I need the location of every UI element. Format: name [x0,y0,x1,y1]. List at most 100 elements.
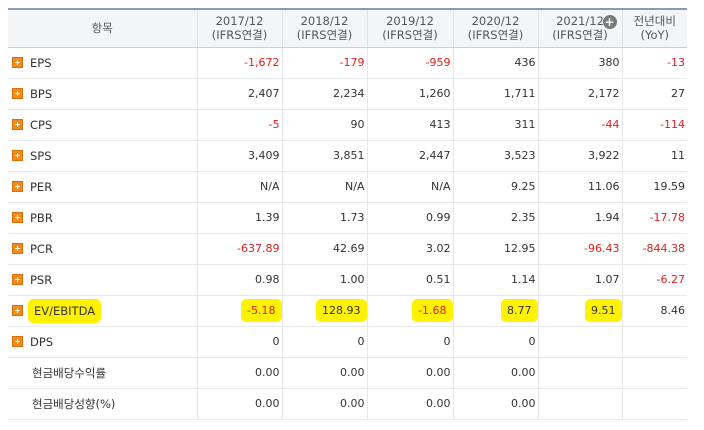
value-cell: N/A [196,171,282,203]
financial-ratio-table: 항목 2017/12 (IFRS연결) 2018/12 (IFRS연결) 201… [8,8,687,420]
cell-value: N/A [431,180,451,193]
value-cell: 3.02 [366,233,453,265]
value-cell: 0.00 [281,388,367,420]
value-cell: 0.00 [366,388,453,420]
cell-value: 90 [350,118,365,131]
expand-plus-icon[interactable] [12,243,23,254]
value-cell [537,388,622,420]
expand-plus-icon[interactable] [12,150,23,161]
value-cell: 3,409 [196,140,282,172]
row-label-cell: BPS [8,78,197,110]
expand-plus-icon[interactable] [12,274,23,285]
value-cell: -5 [196,109,282,141]
expand-plus-icon[interactable] [12,119,23,130]
cell-value: 0.99 [426,211,451,224]
value-cell: 1,260 [366,78,453,110]
table-row: BPS 2,407 2,234 1,260 1,711 2,172 27 [8,78,687,110]
value-cell: 0.00 [196,357,282,389]
row-label: PCR [30,241,53,256]
value-cell: N/A [281,171,367,203]
value-cell: 311 [452,109,538,141]
header-year-2019: 2019/12 (IFRS연결) [366,8,453,48]
cell-value: N/A [345,180,365,193]
cell-value: -44 [601,118,620,131]
value-cell: 0 [366,326,453,358]
table-row: EV/EBITDA -5.18 128.93 -1.68 8.77 9.51 8.46 [8,295,687,327]
value-cell: -959 [366,47,453,79]
row-label-cell: PER [8,171,197,203]
cell-value: 128.93 [318,301,365,320]
row-label: 현금배당수익률 [32,365,107,380]
value-cell: -114 [621,109,687,141]
row-label: 현금배당성향(%) [32,396,116,411]
cell-value: -179 [339,56,365,69]
row-label: DPS [30,334,54,349]
value-cell: -6.27 [621,264,687,296]
value-cell: -1,672 [196,47,282,79]
cell-value: 1,260 [419,87,451,100]
header-year-2018: 2018/12 (IFRS연결) [281,8,367,48]
table-row: CPS -5 90 413 311 -44 -114 [8,109,687,141]
table-header-row: 항목 2017/12 (IFRS연결) 2018/12 (IFRS연결) 201… [8,8,687,48]
value-cell: 0.99 [366,202,453,234]
value-cell: 8.77 [452,295,538,327]
cell-value: 413 [429,118,451,131]
cell-value: 27 [671,87,685,100]
value-cell: 1.00 [281,264,367,296]
cell-value: -637.89 [237,242,280,255]
cell-value: 1.94 [595,211,620,224]
value-cell: 1.14 [452,264,538,296]
plus-circle-icon[interactable]: + [602,15,617,29]
value-cell: 27 [621,78,687,110]
value-cell: 0.00 [366,357,453,389]
value-cell: 2,234 [281,78,367,110]
value-cell: 2.35 [452,202,538,234]
value-cell: 9.51 [537,295,622,327]
row-label-cell: EPS [8,47,197,79]
row-label-cell: PCR [8,233,197,265]
value-cell: -96.43 [537,233,622,265]
row-label-cell: DPS [8,326,197,358]
cell-value: 3,851 [333,149,365,162]
cell-value: -96.43 [584,242,620,255]
cell-value: N/A [260,180,280,193]
table-row: PCR -637.89 42.69 3.02 12.95 -96.43 -844.38 [8,233,687,265]
expand-plus-icon[interactable] [12,181,23,192]
table-row: 현금배당성향(%) 0.00 0.00 0.00 0.00 [8,388,687,420]
cell-value: -1,672 [244,56,280,69]
expand-plus-icon[interactable] [12,88,23,99]
cell-value: 0.00 [340,397,365,410]
table-row: SPS 3,409 3,851 2,447 3,523 3,922 11 [8,140,687,172]
cell-value: 9.51 [587,301,620,320]
value-cell [621,326,687,358]
value-cell: 380 [537,47,622,79]
value-cell: -1.68 [366,295,453,327]
value-cell: -844.38 [621,233,687,265]
cell-value: 0.00 [426,366,451,379]
cell-value: 2,407 [248,87,280,100]
cell-value: 1.14 [511,273,536,286]
table-row: PER N/A N/A N/A 9.25 11.06 19.59 [8,171,687,203]
cell-value: 42.69 [333,242,365,255]
value-cell: 0 [281,326,367,358]
cell-value: -17.78 [649,211,685,224]
value-cell: -13 [621,47,687,79]
cell-value: -5.18 [243,301,280,320]
table-row: DPS 0 0 0 0 [8,326,687,358]
expand-plus-icon[interactable] [12,212,23,223]
cell-value: 2.35 [511,211,536,224]
row-label: SPS [30,148,52,163]
cell-value: 1.07 [595,273,620,286]
cell-value: 1,711 [504,87,536,100]
cell-value: 19.59 [653,180,686,193]
value-cell: 0.00 [196,388,282,420]
cell-value: 3.02 [426,242,451,255]
cell-value: 0.00 [255,397,280,410]
row-label-cell: PSR [8,264,197,296]
value-cell: 3,851 [281,140,367,172]
value-cell: 0.00 [281,357,367,389]
expand-plus-icon[interactable] [12,336,23,347]
expand-plus-icon[interactable] [12,305,23,316]
row-label: PBR [30,210,53,225]
expand-plus-icon[interactable] [12,57,23,68]
